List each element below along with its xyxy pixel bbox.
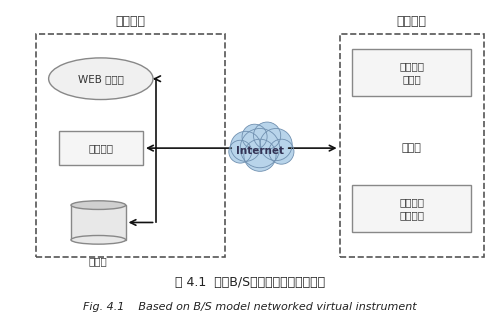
Circle shape: [244, 139, 276, 171]
FancyBboxPatch shape: [58, 131, 143, 165]
Circle shape: [260, 129, 292, 161]
Text: WEB 服务器: WEB 服务器: [78, 74, 124, 84]
Text: 服务器端: 服务器端: [116, 15, 146, 28]
Text: 用户交互
结果显示: 用户交互 结果显示: [399, 197, 424, 220]
Circle shape: [240, 129, 280, 168]
Text: 数据库: 数据库: [89, 256, 108, 266]
Circle shape: [269, 139, 294, 164]
Text: 浏览器: 浏览器: [402, 143, 421, 153]
FancyBboxPatch shape: [352, 185, 472, 232]
FancyBboxPatch shape: [71, 205, 126, 240]
Circle shape: [242, 124, 267, 149]
Ellipse shape: [71, 235, 126, 244]
Text: 浏览器端: 浏览器端: [396, 15, 426, 28]
Circle shape: [230, 131, 260, 161]
Circle shape: [254, 122, 280, 149]
Ellipse shape: [71, 201, 126, 209]
Text: 虚拟仪器
客户端: 虚拟仪器 客户端: [399, 61, 424, 84]
Text: Internet: Internet: [236, 146, 284, 156]
Text: Fig. 4.1    Based on B/S model networked virtual instrument: Fig. 4.1 Based on B/S model networked vi…: [83, 302, 417, 312]
Text: 图 4.1  基于B/S模式的网络化虚拟仪器: 图 4.1 基于B/S模式的网络化虚拟仪器: [175, 276, 325, 289]
FancyBboxPatch shape: [352, 49, 472, 96]
Circle shape: [229, 140, 252, 163]
Text: 虚拟仪器: 虚拟仪器: [88, 143, 114, 153]
Ellipse shape: [48, 58, 153, 99]
